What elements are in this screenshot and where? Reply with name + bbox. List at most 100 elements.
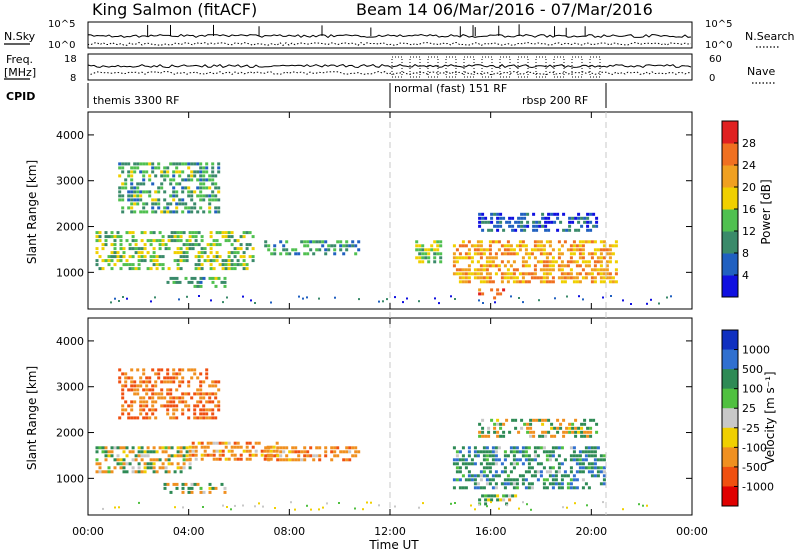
velocity-cell (521, 446, 525, 450)
power-cell (110, 231, 114, 235)
velocity-cell (169, 392, 173, 396)
velocity-cell (494, 482, 498, 486)
power-cell (130, 174, 134, 178)
velocity-cell (491, 454, 495, 458)
power-cell (239, 243, 243, 247)
cbar-power-tick-label: 16 (742, 203, 756, 216)
power-cell (336, 240, 340, 244)
velocity-cell (500, 462, 504, 466)
power-cell (176, 251, 180, 255)
power-cell (577, 228, 581, 232)
velocity-cell (493, 430, 497, 434)
power-ground-cell (386, 298, 388, 301)
velocity-cell (139, 408, 143, 412)
freq-trace-line (87, 63, 692, 69)
power-cell (193, 276, 197, 280)
freq-trace (87, 56, 692, 78)
velocity-cell (282, 450, 286, 454)
power-cell (488, 280, 492, 284)
power-cell (143, 247, 147, 251)
power-cell (309, 240, 313, 244)
power-cell (128, 247, 132, 251)
velocity-cell (496, 422, 500, 426)
power-cell (505, 220, 509, 224)
power-cell (233, 247, 237, 251)
velocity-cell (118, 416, 122, 420)
velocity-cell (569, 478, 573, 482)
power-cell (530, 252, 534, 256)
power-cell (481, 228, 485, 232)
power-cell (175, 182, 179, 186)
velocity-ground-cell (586, 504, 588, 507)
velocity-cell (467, 478, 471, 482)
velocity-cell (452, 478, 456, 482)
velocity-cell (193, 372, 197, 376)
power-cell (464, 268, 468, 272)
power-cell (152, 263, 156, 267)
power-cell (285, 252, 289, 256)
power-cell (524, 248, 528, 252)
velocity-cell (536, 478, 540, 482)
power-cell (602, 256, 606, 260)
power-cell (514, 220, 518, 224)
velocity-cell (493, 494, 497, 498)
velocity-cell (556, 426, 560, 430)
velocity-cell (473, 454, 477, 458)
velocity-cell (587, 446, 591, 450)
power-cell (599, 276, 603, 280)
power-ground-cell (318, 297, 320, 300)
velocity-cell (158, 446, 162, 450)
power-cell (605, 248, 609, 252)
freq-panel (87, 53, 693, 81)
velocity-cell (593, 446, 597, 450)
power-cell (98, 267, 102, 271)
velocity-cell (224, 441, 228, 445)
power-cell (160, 182, 164, 186)
power-cell (575, 272, 579, 276)
velocity-cell (130, 388, 134, 392)
power-cell (202, 194, 206, 198)
power-cell (578, 264, 582, 268)
velocity-cell (297, 458, 301, 462)
velocity-cell (550, 434, 554, 438)
velocity-cell (137, 462, 141, 466)
velocity-cell (568, 430, 572, 434)
velocity-cell (586, 430, 590, 434)
power-cell (418, 256, 422, 260)
velocity-cell (190, 490, 194, 494)
velocity-cell (455, 466, 459, 470)
velocity-cell (294, 458, 298, 462)
velocity-cell (529, 426, 533, 430)
power-cell (200, 255, 204, 259)
velocity-cell (487, 426, 491, 430)
power-ground-cell (226, 296, 228, 299)
velocity-cell (518, 458, 522, 462)
power-cell (267, 244, 271, 248)
velocity-cell (294, 450, 298, 454)
velocity-cell (152, 450, 156, 454)
velocity-ground-cell (574, 502, 576, 505)
cbar-power-swatch (722, 143, 738, 166)
velocity-cell (128, 450, 132, 454)
power-cell (482, 280, 486, 284)
power-cell (273, 252, 277, 256)
velocity-cell (560, 462, 564, 466)
velocity-cell (547, 430, 551, 434)
power-cell (172, 190, 176, 194)
power-cell (503, 272, 507, 276)
power-cell (452, 272, 456, 276)
power-cell (527, 256, 531, 260)
power-cell (433, 240, 437, 244)
power-cell (485, 280, 489, 284)
velocity-cell (455, 458, 459, 462)
power-cell (461, 272, 465, 276)
power-ground-cell (114, 297, 116, 300)
velocity-cell (166, 368, 170, 372)
power-cell (608, 276, 612, 280)
power-cell (130, 170, 134, 174)
velocity-cell (599, 454, 603, 458)
power-cell (200, 263, 204, 267)
velocity-cell (188, 449, 192, 453)
power-cell (461, 268, 465, 272)
freq-dotted-block (553, 56, 565, 78)
